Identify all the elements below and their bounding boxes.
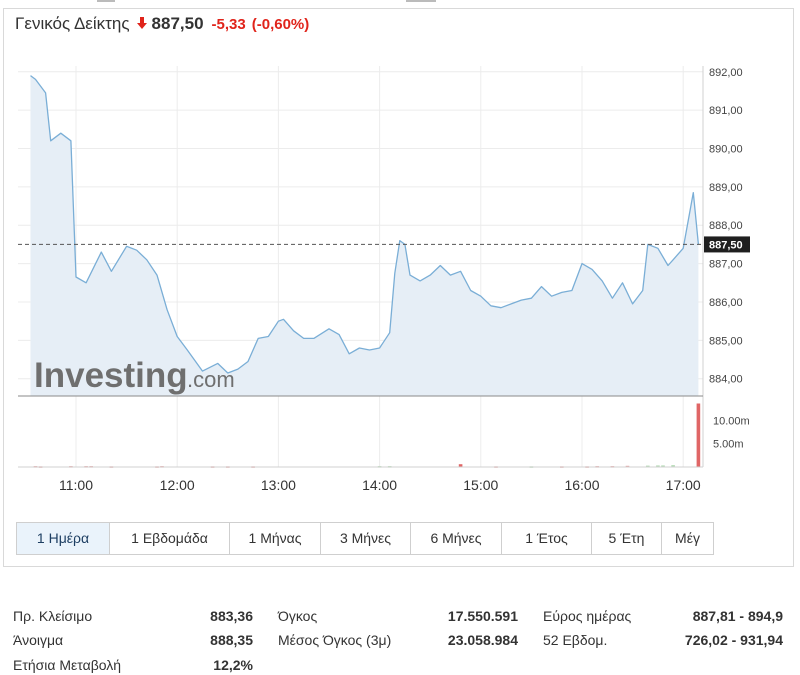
price-area	[30, 75, 699, 396]
stat-avg-volume: Μέσος Όγκος (3μ) 23.058.984	[278, 630, 518, 650]
y-tick-label: 891,00	[709, 105, 743, 117]
last-price-badge	[704, 236, 750, 253]
stat-prev-close: Πρ. Κλείσιμο 883,36	[13, 606, 253, 626]
x-tick-label: 15:00	[463, 477, 498, 493]
top-strip-segment	[97, 0, 115, 2]
volume-panel: 5.00m 10.00m	[18, 403, 750, 468]
stat-value: 883,36	[210, 608, 253, 624]
watermark-brand: Investing	[34, 356, 188, 395]
price-line	[30, 75, 700, 374]
x-tick-label: 13:00	[261, 477, 296, 493]
stat-label: Άνοιγμα	[13, 632, 64, 648]
volume-bar	[646, 465, 650, 468]
stat-52-week: 52 Εβδομ. 726,02 - 931,94	[543, 630, 783, 650]
x-tick-label: 17:00	[666, 477, 701, 493]
volume-tick-label: 10.00m	[713, 415, 750, 427]
y-tick-label: 890,00	[709, 144, 743, 156]
stat-label: Μέσος Όγκος (3μ)	[278, 632, 392, 648]
stat-label: Όγκος	[278, 608, 318, 624]
volume-bar	[656, 465, 660, 467]
range-tab[interactable]: 1 Ημέρα	[17, 523, 110, 554]
price-change-percent: (-0,60%)	[251, 16, 310, 33]
down-arrow-icon	[135, 16, 149, 30]
stat-value: 12,2%	[213, 657, 253, 673]
volume-bar	[661, 465, 665, 467]
stat-value: 726,02 - 931,94	[684, 632, 783, 648]
top-strip	[0, 0, 800, 4]
last-price-label: 887,50	[709, 239, 743, 251]
range-tab[interactable]: Μέγ	[675, 530, 700, 546]
investing-watermark: Investing .com	[34, 356, 235, 395]
range-tab[interactable]: 1 Έτος	[502, 523, 592, 554]
stat-volume: Όγκος 17.550.591	[278, 606, 518, 626]
volume-bar	[671, 465, 675, 467]
top-strip-segment	[406, 0, 436, 2]
time-axis: 11:00 12:00 13:00 14:00 15:00 16:00 17:00	[59, 477, 701, 493]
quote-header: Γενικός Δείκτης 887,50 -5,33 (-0,60%)	[15, 14, 309, 36]
stat-label: Εύρος ημέρας	[543, 608, 632, 624]
y-tick-label: 884,00	[709, 374, 743, 386]
stat-open: Άνοιγμα 888,35	[13, 630, 253, 650]
y-tick-label: 889,00	[709, 182, 743, 194]
y-tick-label: 887,00	[709, 259, 743, 271]
volume-tick-label: 5.00m	[713, 439, 744, 451]
range-tab[interactable]: 1 Μήνας	[230, 523, 321, 554]
y-tick-label: 885,00	[709, 335, 743, 347]
stat-day-range: Εύρος ημέρας 887,81 - 894,9	[543, 606, 783, 626]
index-name: Γενικός Δείκτης	[15, 14, 130, 33]
x-tick-label: 14:00	[362, 477, 397, 493]
last-price: 887,50	[151, 14, 204, 33]
stat-label: Ετήσια Μεταβολή	[13, 657, 122, 673]
price-axis: 884,00 885,00 886,00 887,00 888,00 889,00 890,…	[18, 66, 743, 467]
watermark-suffix: .com	[187, 367, 235, 392]
range-selector: 1 Ημέρα 1 Εβδομάδα 1 Μήνας 3 Μήνες 6 Μήνες 1 …	[16, 522, 714, 555]
last-price-reference: 887,50	[18, 236, 750, 253]
x-tick-label: 11:00	[59, 477, 93, 493]
range-tab[interactable]: 1 Εβδομάδα	[110, 523, 230, 554]
x-tick-label: 16:00	[564, 477, 599, 493]
stat-label: 52 Εβδομ.	[543, 632, 608, 648]
price-line-group	[30, 75, 700, 374]
volume-bar	[458, 464, 463, 467]
quote-stats: Πρ. Κλείσιμο 883,36 Άνοιγμα 888,35 Ετήσι…	[0, 596, 800, 675]
stat-value: 17.550.591	[447, 608, 518, 624]
y-tick-label: 892,00	[709, 67, 743, 79]
stat-label: Πρ. Κλείσιμο	[13, 608, 93, 624]
x-tick-label: 12:00	[160, 477, 195, 493]
range-tab[interactable]: 3 Μήνες	[321, 523, 411, 554]
intraday-chart[interactable]: Investing .com 887,50 884,00 885,00 886,00…	[0, 0, 800, 520]
volume-bar	[696, 403, 701, 467]
price-area-fill	[30, 75, 699, 396]
range-tab[interactable]: 6 Μήνες	[411, 523, 502, 554]
price-change: -5,33	[211, 16, 246, 33]
range-tab[interactable]: 5 Έτη	[592, 523, 662, 554]
stat-value: 23.058.984	[447, 632, 518, 648]
stat-value: 888,35	[210, 632, 253, 648]
y-tick-label: 888,00	[709, 220, 743, 232]
stat-value: 887,81 - 894,9	[692, 608, 783, 624]
stat-ytd-change: Ετήσια Μεταβολή 12,2%	[13, 655, 253, 675]
y-tick-label: 886,00	[709, 297, 743, 309]
